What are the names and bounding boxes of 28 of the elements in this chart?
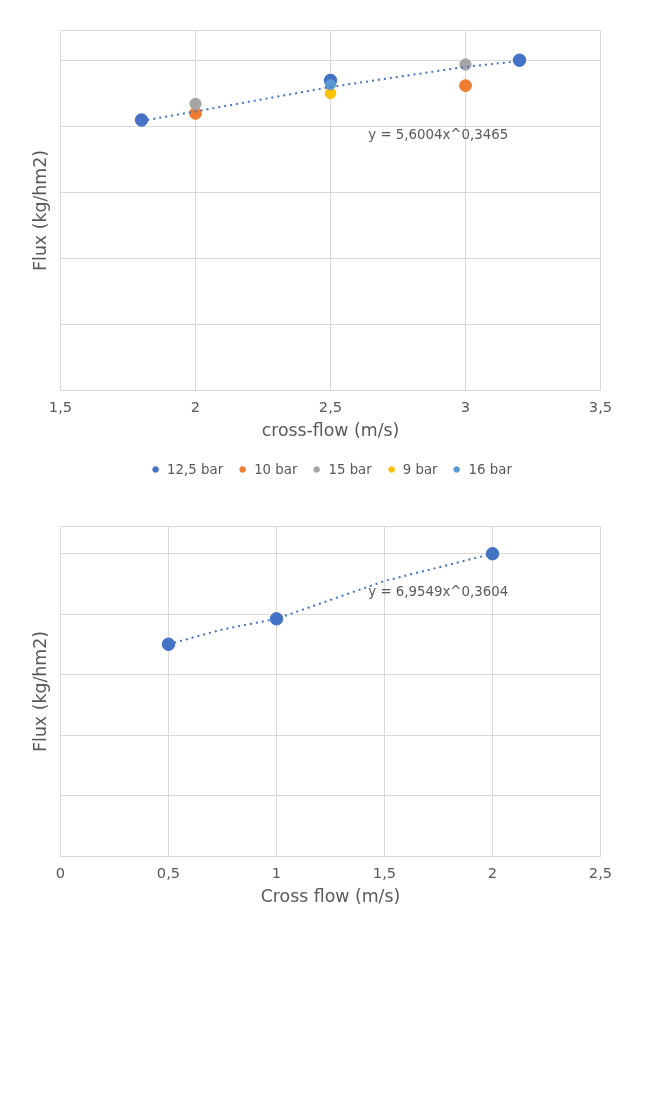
legend-label: 16 bar — [468, 461, 512, 477]
point — [512, 53, 527, 67]
x-tick-label: 3,5 — [588, 397, 613, 415]
x-tick-label: 2,5 — [318, 397, 343, 415]
point — [134, 113, 149, 127]
point — [459, 79, 472, 93]
x-tick-label: 0 — [55, 863, 66, 881]
point — [189, 97, 202, 110]
legend-label: 15 bar — [328, 461, 372, 477]
x-tick-label: 2 — [487, 863, 498, 881]
legend-label: 12,5 bar — [167, 461, 224, 477]
x-tick-label: 0,5 — [156, 863, 181, 881]
annotation: y = 6,9549x^0,3604 — [368, 584, 509, 600]
legend-label: 9 bar — [402, 461, 438, 477]
x-axis-title: cross-flow (m/s) — [261, 419, 400, 440]
x-tick-label: 2,5 — [588, 863, 613, 881]
annotation: y = 5,6004x^0,3465 — [368, 127, 509, 143]
y-axis-title: Flux (kg/hm2) — [29, 150, 50, 271]
legend-label: 10 bar — [254, 461, 298, 477]
y-axis-title: Flux (kg/hm2) — [29, 631, 50, 752]
point — [324, 79, 337, 91]
x-tick-label: 1,5 — [372, 863, 397, 881]
x-tick-label: 1 — [271, 863, 282, 881]
x-tick-label: 1,5 — [48, 397, 73, 415]
x-axis-title: Cross flow (m/s) — [260, 885, 401, 906]
x-tick-label: 3 — [460, 397, 471, 415]
point — [459, 58, 472, 71]
x-tick-label: 2 — [190, 397, 201, 415]
